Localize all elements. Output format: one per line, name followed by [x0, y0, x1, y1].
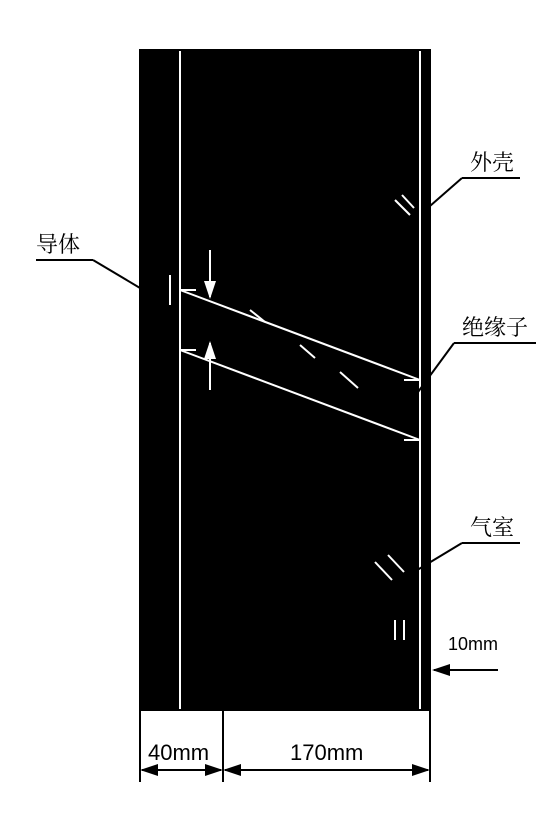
label-insulator: 绝缘子 — [462, 311, 528, 342]
label-conductor: 导体 — [36, 228, 80, 259]
callout-insulator — [418, 343, 536, 392]
label-shell: 外壳 — [470, 146, 514, 177]
diagram-root: 50mm 导体 外壳 绝缘子 气室 10mm 40mm — [0, 0, 547, 838]
callout-shell — [430, 178, 520, 206]
callout-conductor — [36, 260, 140, 288]
dim-shell-thk-text: 10mm — [448, 634, 498, 654]
section-body — [140, 50, 430, 710]
dim-170-text: 170mm — [290, 740, 363, 765]
label-chamber: 气室 — [470, 511, 514, 542]
dim-insulator-gap: 50mm — [210, 316, 260, 336]
dim-40-text: 40mm — [148, 740, 209, 765]
